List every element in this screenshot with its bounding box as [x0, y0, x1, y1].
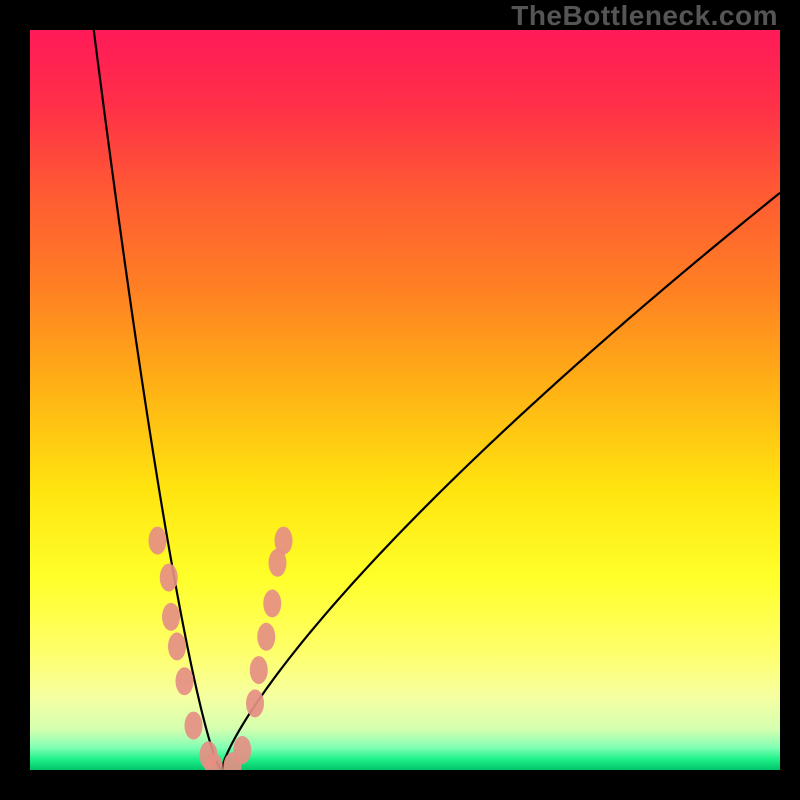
watermark-text: TheBottleneck.com: [511, 0, 778, 32]
marker: [246, 689, 264, 717]
marker: [162, 603, 180, 631]
marker: [176, 667, 194, 695]
marker: [233, 736, 251, 764]
plot-area: [30, 30, 780, 770]
marker: [275, 527, 293, 555]
marker: [149, 527, 167, 555]
marker: [257, 623, 275, 651]
marker: [250, 656, 268, 684]
marker: [263, 590, 281, 618]
marker: [160, 564, 178, 592]
marker: [168, 632, 186, 660]
marker: [185, 712, 203, 740]
bottleneck-chart: [0, 0, 800, 800]
